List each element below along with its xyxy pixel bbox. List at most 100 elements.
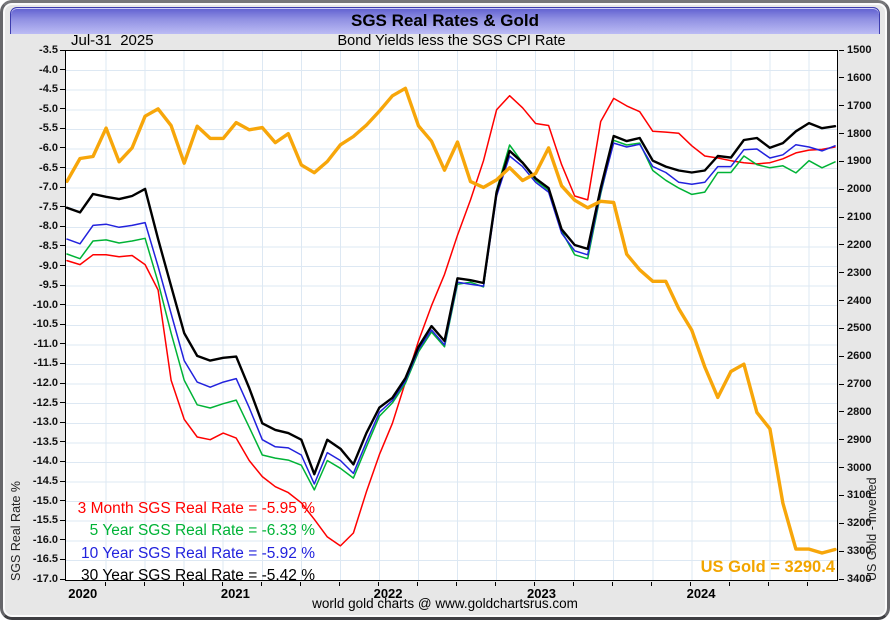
date-label: Jul-31 2025 xyxy=(71,32,154,49)
y-axis-left-label: -13.0 xyxy=(32,416,58,429)
y-axis-title-left: SGS Real Rate % xyxy=(9,480,23,581)
y-axis-left-label: -14.5 xyxy=(32,475,58,488)
x-axis-tick xyxy=(221,582,223,586)
y-axis-right-tick xyxy=(839,77,844,79)
y-axis-left-tick xyxy=(60,460,65,462)
x-axis-tick xyxy=(612,582,614,586)
plot-area xyxy=(65,50,838,581)
y-axis-left-label: -8.0 xyxy=(39,220,58,233)
y-axis-right-tick xyxy=(839,244,844,246)
y-axis-left-label: -3.5 xyxy=(39,44,58,56)
y-axis-left-label: -6.0 xyxy=(39,141,58,154)
y-axis-right-tick xyxy=(839,160,844,162)
y-axis-left-tick xyxy=(60,265,65,267)
y-axis-right-label: 2200 xyxy=(847,238,872,251)
y-axis-left-tick xyxy=(60,206,65,208)
y-axis-right-tick xyxy=(839,522,844,524)
y-axis-right-tick xyxy=(839,188,844,190)
chart-title: SGS Real Rates & Gold xyxy=(351,11,539,30)
x-axis-tick xyxy=(182,582,184,586)
legend-item-5-year: 5 Year SGS Real Rate = -6.33 % xyxy=(89,522,315,540)
y-axis-left-label: -4.5 xyxy=(39,83,58,96)
y-axis-right-label: 2000 xyxy=(847,183,872,196)
title-bar: SGS Real Rates & Gold xyxy=(10,7,880,34)
y-axis-left-label: -12.0 xyxy=(32,377,58,390)
y-axis-left-tick xyxy=(60,323,65,325)
x-axis-tick xyxy=(143,582,145,586)
y-axis-left-label: -5.0 xyxy=(39,102,58,115)
legend: 3 Month SGS Real Rate = -5.95 % 5 Year S… xyxy=(67,498,315,587)
x-axis-tick xyxy=(299,582,301,586)
y-axis-left-tick xyxy=(60,49,65,51)
y-axis-left-tick xyxy=(60,402,65,404)
y-axis-right-label: 3300 xyxy=(847,545,872,558)
y-axis-left-tick xyxy=(60,558,65,560)
y-axis-left-label: -15.5 xyxy=(32,514,58,527)
legend-item-30-year: 30 Year SGS Real Rate = -5.42 % xyxy=(81,566,315,584)
y-axis-left-label: -16.0 xyxy=(32,533,58,546)
x-axis-tick xyxy=(338,582,340,586)
y-axis-left-tick xyxy=(60,167,65,169)
y-axis-left-label: -13.5 xyxy=(32,435,58,448)
y-axis-left-label: -11.0 xyxy=(33,337,58,350)
x-axis-tick xyxy=(690,582,692,586)
y-axis-left-tick xyxy=(60,245,65,247)
x-axis-tick xyxy=(573,582,575,586)
y-axis-right-label: 3000 xyxy=(847,461,872,474)
y-axis-right-tick xyxy=(839,216,844,218)
y-axis-right-label: 2700 xyxy=(847,378,872,391)
y-axis-left-label: -6.5 xyxy=(39,161,58,174)
y-axis-left-label: -14.0 xyxy=(32,455,58,468)
y-axis-left-label: -7.0 xyxy=(39,181,58,194)
y-axis-right-tick xyxy=(839,383,844,385)
y-axis-left-label: -8.5 xyxy=(39,239,58,252)
legend-item-10-year: 10 Year SGS Real Rate = -5.92 % xyxy=(81,544,315,562)
y-axis-right-tick xyxy=(839,300,844,302)
x-axis-tick xyxy=(768,582,770,586)
y-axis-left-tick xyxy=(60,480,65,482)
y-axis-left-tick xyxy=(60,127,65,129)
y-axis-left-label: -9.0 xyxy=(39,259,58,272)
x-axis-year-label: 2021 xyxy=(220,586,250,601)
y-axis-left-label: -4.0 xyxy=(39,63,58,76)
y-axis-right-tick xyxy=(839,49,844,51)
y-axis-right-label: 2900 xyxy=(847,433,872,446)
y-axis-right-tick xyxy=(839,494,844,496)
x-axis-tick xyxy=(456,582,457,586)
y-axis-right-label: 3400 xyxy=(847,573,872,585)
chart-svg xyxy=(66,51,837,580)
y-axis-left-label: -5.5 xyxy=(39,122,58,135)
y-axis-right-tick xyxy=(839,578,844,580)
y-axis-left-tick xyxy=(60,343,65,345)
y-axis-right-tick xyxy=(839,439,844,441)
y-axis-left-label: -16.5 xyxy=(32,553,58,566)
y-axis-left-tick xyxy=(60,147,65,149)
y-axis-right-tick xyxy=(839,411,844,413)
y-axis-left-label: -10.0 xyxy=(32,298,58,311)
y-axis-left-tick xyxy=(60,500,65,502)
x-axis-tick xyxy=(377,582,379,586)
x-axis-year-label: 2022 xyxy=(373,586,403,601)
y-axis-right-label: 2600 xyxy=(847,350,872,363)
y-axis-left-tick xyxy=(60,225,65,227)
footer-credit: world gold charts @ www.goldchartsrus.co… xyxy=(312,596,578,611)
y-axis-right-label: 1500 xyxy=(847,44,872,56)
y-axis-left-tick xyxy=(60,421,65,423)
y-axis-right-label: 1600 xyxy=(847,71,872,84)
x-axis-tick xyxy=(534,582,536,586)
legend-item-3-month: 3 Month SGS Real Rate = -5.95 % xyxy=(77,500,315,517)
y-axis-left-tick xyxy=(60,578,65,580)
y-axis-left-label: -12.5 xyxy=(32,396,58,409)
x-axis-tick xyxy=(651,582,653,586)
y-axis-left-tick xyxy=(60,108,65,110)
y-axis-right-tick xyxy=(839,550,844,552)
y-axis-left-label: -7.5 xyxy=(39,200,58,213)
x-axis-year-label: 2023 xyxy=(527,586,556,601)
y-axis-right-label: 3100 xyxy=(847,489,872,502)
y-axis-right-tick xyxy=(839,272,844,274)
y-axis-left-tick xyxy=(60,186,65,188)
y-axis-right-tick xyxy=(839,467,844,469)
x-axis-tick xyxy=(495,582,497,586)
y-axis-left-tick xyxy=(60,284,65,286)
